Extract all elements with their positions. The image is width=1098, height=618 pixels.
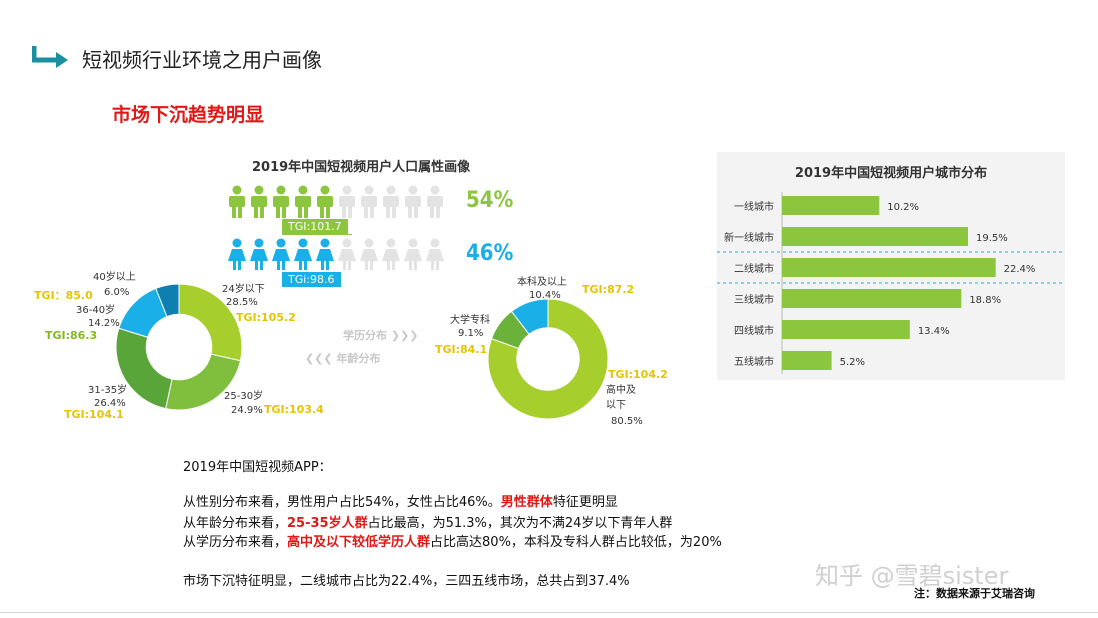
age-value-40plus: 6.0% bbox=[104, 287, 130, 298]
age-label-31-35: 31-35岁 bbox=[88, 385, 128, 396]
male-icons-row bbox=[229, 185, 443, 218]
female-percent: 46% bbox=[466, 241, 514, 266]
female-person-icon bbox=[360, 238, 378, 270]
edu-tgi-highschool: TGI:104.2 bbox=[608, 368, 668, 381]
age-tgi-40plus: TGI：85.0 bbox=[34, 289, 93, 302]
bar-category-label: 新一线城市 bbox=[724, 231, 774, 244]
male-tgi: TGI:101.7 bbox=[282, 219, 348, 234]
age-tgi-under24: TGI:105.2 bbox=[236, 311, 296, 324]
bar-chart-title: 2019年中国短视频用户城市分布 bbox=[795, 165, 987, 181]
age-label-under24: 24岁以下 bbox=[222, 284, 265, 295]
male-person-icon bbox=[317, 185, 333, 218]
bar-category-label: 一线城市 bbox=[734, 200, 774, 213]
age-tgi-36-40: TGI:86.3 bbox=[45, 329, 98, 342]
education-distribution-label: 学历分布 ❯❯❯ bbox=[343, 329, 419, 342]
watermark: 知乎 @雪碧sister bbox=[815, 562, 1009, 590]
age-value-31-35: 26.4% bbox=[94, 398, 126, 409]
edu-label-bachelor: 本科及以上 bbox=[517, 277, 567, 288]
bar-value-label: 19.5% bbox=[976, 233, 1008, 244]
donut-slice-本科及以上 bbox=[510, 298, 549, 335]
edu-value-bachelor: 10.4% bbox=[529, 290, 561, 301]
female-person-icon bbox=[382, 238, 400, 270]
bar-value-label: 22.4% bbox=[1004, 264, 1036, 275]
bar-value-label: 5.2% bbox=[840, 357, 865, 368]
age-label-40plus: 40岁以上 bbox=[93, 272, 136, 283]
male-person-icon bbox=[251, 185, 267, 218]
female-person-icon bbox=[228, 238, 246, 270]
age-label-36-40: 36-40岁 bbox=[76, 305, 116, 316]
female-icons-row bbox=[228, 238, 444, 270]
male-person-icon bbox=[295, 185, 311, 218]
donut-slice-高中及以下 bbox=[487, 298, 609, 420]
summary-heading: 2019年中国短视频APP： bbox=[183, 460, 332, 475]
bar-category-label: 五线城市 bbox=[734, 355, 774, 368]
bar-category-label: 二线城市 bbox=[734, 262, 774, 275]
donut-slice-24岁以下 bbox=[178, 283, 243, 362]
female-person-icon bbox=[250, 238, 268, 270]
bottom-divider bbox=[0, 612, 1098, 613]
summary-gender: 从性别分布来看，男性用户占比54%，女性占比46%。男性群体特征更明显 bbox=[183, 495, 618, 510]
female-person-icon bbox=[426, 238, 444, 270]
age-value-25-30: 24.9% bbox=[231, 405, 263, 416]
age-tgi-25-30: TGI:103.4 bbox=[264, 403, 324, 416]
age-value-under24: 28.5% bbox=[226, 297, 258, 308]
bar-value-label: 13.4% bbox=[918, 326, 950, 337]
male-person-icon bbox=[361, 185, 377, 218]
bar-二线城市 bbox=[782, 258, 996, 277]
male-person-icon bbox=[405, 185, 421, 218]
female-person-icon bbox=[294, 238, 312, 270]
bar-value-label: 18.8% bbox=[969, 295, 1001, 306]
age-donut-chart bbox=[115, 283, 243, 411]
bar-四线城市 bbox=[782, 320, 910, 339]
female-tgi: TGi:98.6 bbox=[282, 272, 341, 287]
female-person-icon bbox=[338, 238, 356, 270]
male-person-icon bbox=[273, 185, 289, 218]
page-subtitle: 市场下沉趋势明显 bbox=[112, 104, 265, 126]
male-person-icon bbox=[339, 185, 355, 218]
demographics-chart-title: 2019年中国短视频用户人口属性画像 bbox=[252, 160, 471, 175]
male-percent: 54% bbox=[466, 188, 514, 213]
bar-value-label: 10.2% bbox=[887, 202, 919, 213]
bar-category-label: 四线城市 bbox=[734, 324, 774, 337]
arrow-icon bbox=[32, 46, 68, 68]
female-person-icon bbox=[404, 238, 422, 270]
edu-value-college: 9.1% bbox=[458, 328, 484, 339]
male-person-icon bbox=[383, 185, 399, 218]
source-footnote: 注：数据来源于艾瑞咨询 bbox=[914, 587, 1035, 600]
male-tgi-line bbox=[282, 234, 352, 235]
age-value-36-40: 14.2% bbox=[88, 318, 120, 329]
female-person-icon bbox=[272, 238, 290, 270]
bar-三线城市 bbox=[782, 289, 962, 308]
male-person-icon bbox=[229, 185, 245, 218]
edu-label-college: 大学专科 bbox=[450, 315, 490, 326]
bar-category-label: 三线城市 bbox=[734, 293, 774, 306]
page-title: 短视频行业环境之用户画像 bbox=[82, 48, 322, 72]
edu-value-highschool: 80.5% bbox=[611, 416, 643, 427]
age-distribution-label: ❮❮❮ 年龄分布 bbox=[305, 352, 381, 365]
summary-education: 从学历分布来看，高中及以下较低学历人群占比高达80%，本科及专科人群占比较低，为… bbox=[183, 535, 722, 550]
edu-tgi-bachelor: TGI:87.2 bbox=[582, 283, 635, 296]
bar-一线城市 bbox=[782, 196, 880, 215]
summary-age: 从年龄分布来看，25-35岁人群占比最高，为51.3%，其次为不满24岁以下青年… bbox=[183, 516, 673, 531]
male-person-icon bbox=[427, 185, 443, 218]
donut-slice-31-35岁 bbox=[115, 327, 173, 410]
bar-新一线城市 bbox=[782, 227, 968, 246]
edu-label-highschool: 高中及以下 bbox=[606, 385, 636, 411]
summary-market: 市场下沉特征明显，二线城市占比为22.4%，三四五线市场，总共占到37.4% bbox=[183, 574, 630, 589]
age-tgi-31-35: TGI:104.1 bbox=[64, 408, 124, 421]
donut-slice-40岁以上 bbox=[155, 283, 180, 318]
female-person-icon bbox=[316, 238, 334, 270]
bar-五线城市 bbox=[782, 351, 832, 370]
education-donut-chart bbox=[487, 298, 609, 420]
age-label-25-30: 25-30岁 bbox=[224, 391, 264, 402]
edu-tgi-college: TGI:84.1 bbox=[435, 343, 488, 356]
